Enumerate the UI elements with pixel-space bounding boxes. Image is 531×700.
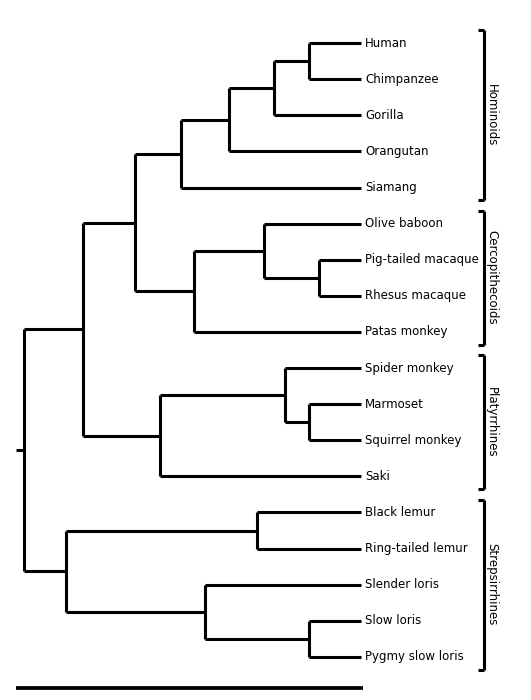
- Text: Chimpanzee: Chimpanzee: [365, 73, 439, 85]
- Text: Ring-tailed lemur: Ring-tailed lemur: [365, 542, 468, 555]
- Text: Pygmy slow loris: Pygmy slow loris: [365, 650, 464, 664]
- Text: Black lemur: Black lemur: [365, 506, 435, 519]
- Text: Squirrel monkey: Squirrel monkey: [365, 434, 461, 447]
- Text: Cercopithecoids: Cercopithecoids: [485, 230, 498, 325]
- Text: Spider monkey: Spider monkey: [365, 362, 453, 375]
- Text: Hominoids: Hominoids: [485, 84, 498, 146]
- Text: Slender loris: Slender loris: [365, 578, 439, 592]
- Text: Human: Human: [365, 36, 407, 50]
- Text: Pig-tailed macaque: Pig-tailed macaque: [365, 253, 479, 266]
- Text: Olive baboon: Olive baboon: [365, 217, 443, 230]
- Text: Patas monkey: Patas monkey: [365, 326, 448, 338]
- Text: Marmoset: Marmoset: [365, 398, 424, 411]
- Text: Gorilla: Gorilla: [365, 108, 404, 122]
- Text: Siamang: Siamang: [365, 181, 417, 194]
- Text: Strepsirrhines: Strepsirrhines: [485, 543, 498, 626]
- Text: Saki: Saki: [365, 470, 390, 483]
- Text: Platyrrhines: Platyrrhines: [485, 387, 498, 458]
- Text: Orangutan: Orangutan: [365, 145, 429, 158]
- Text: Slow loris: Slow loris: [365, 615, 421, 627]
- Text: Rhesus macaque: Rhesus macaque: [365, 289, 466, 302]
